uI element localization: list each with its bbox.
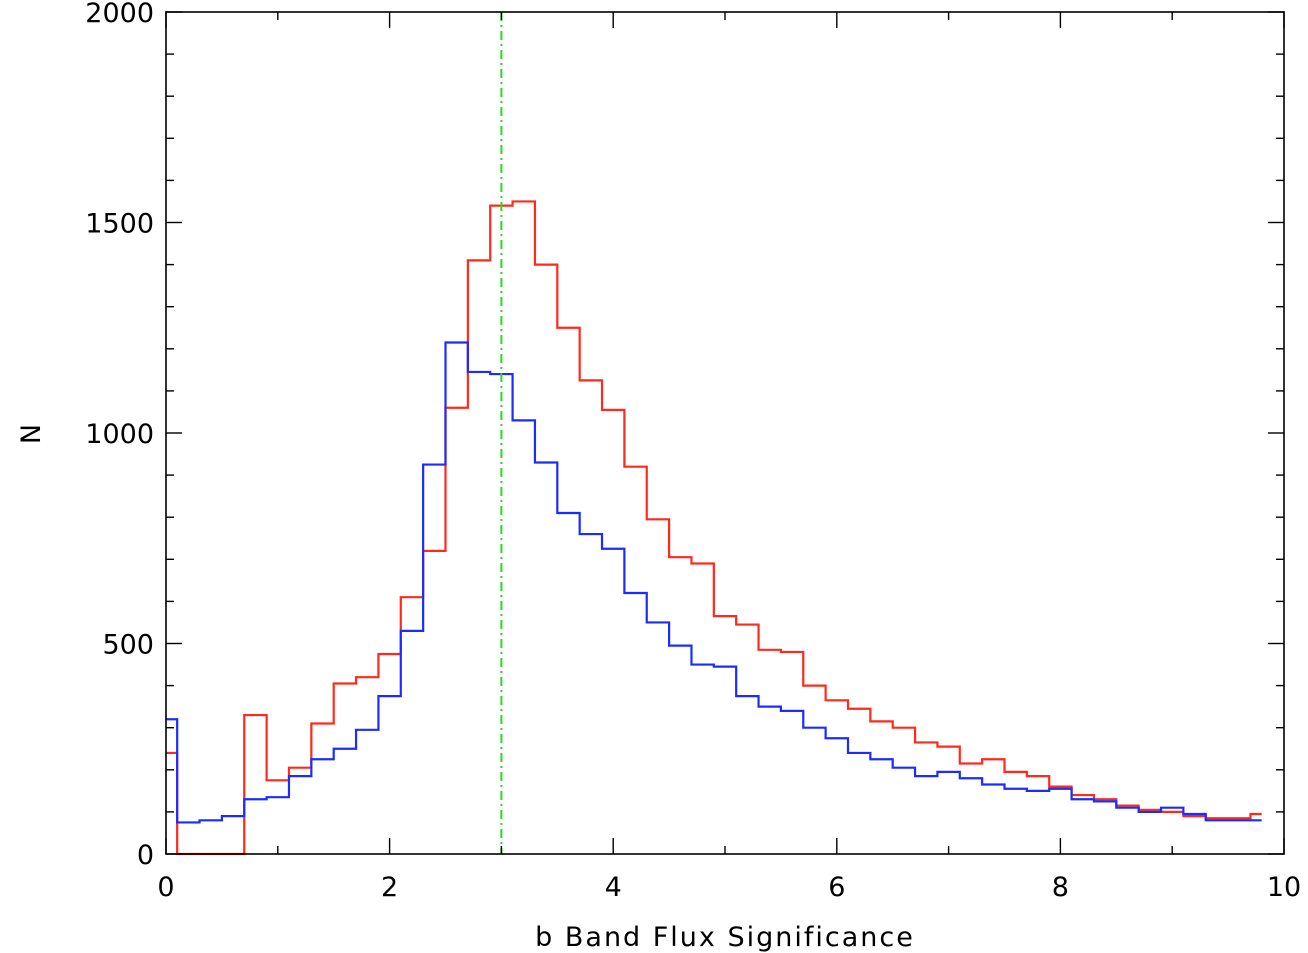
x-tick-label: 4: [605, 872, 622, 903]
y-tick-label: 1500: [85, 209, 154, 240]
x-tick-label: 10: [1267, 872, 1301, 903]
x-tick-label: 8: [1052, 872, 1069, 903]
x-axis-title: b Band Flux Significance: [535, 922, 915, 953]
y-tick-label: 2000: [85, 0, 154, 29]
series-line-2: [166, 341, 1262, 824]
y-tick-label: 0: [137, 840, 154, 871]
x-tick-label: 2: [381, 872, 398, 903]
y-tick-label: 500: [102, 630, 154, 661]
y-tick-label: 1000: [85, 419, 154, 450]
axis-tick-labels: 0 2 4 6 8 10 0 500 1000 1500 2000: [85, 0, 1301, 903]
plot-area: [166, 12, 1262, 856]
x-tick-label: 0: [157, 872, 174, 903]
plot-frame: [165, 11, 1285, 855]
y-axis-title: N: [16, 422, 47, 444]
x-tick-label: 6: [828, 872, 845, 903]
